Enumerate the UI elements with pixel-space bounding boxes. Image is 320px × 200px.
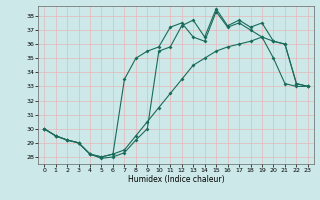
X-axis label: Humidex (Indice chaleur): Humidex (Indice chaleur): [128, 175, 224, 184]
